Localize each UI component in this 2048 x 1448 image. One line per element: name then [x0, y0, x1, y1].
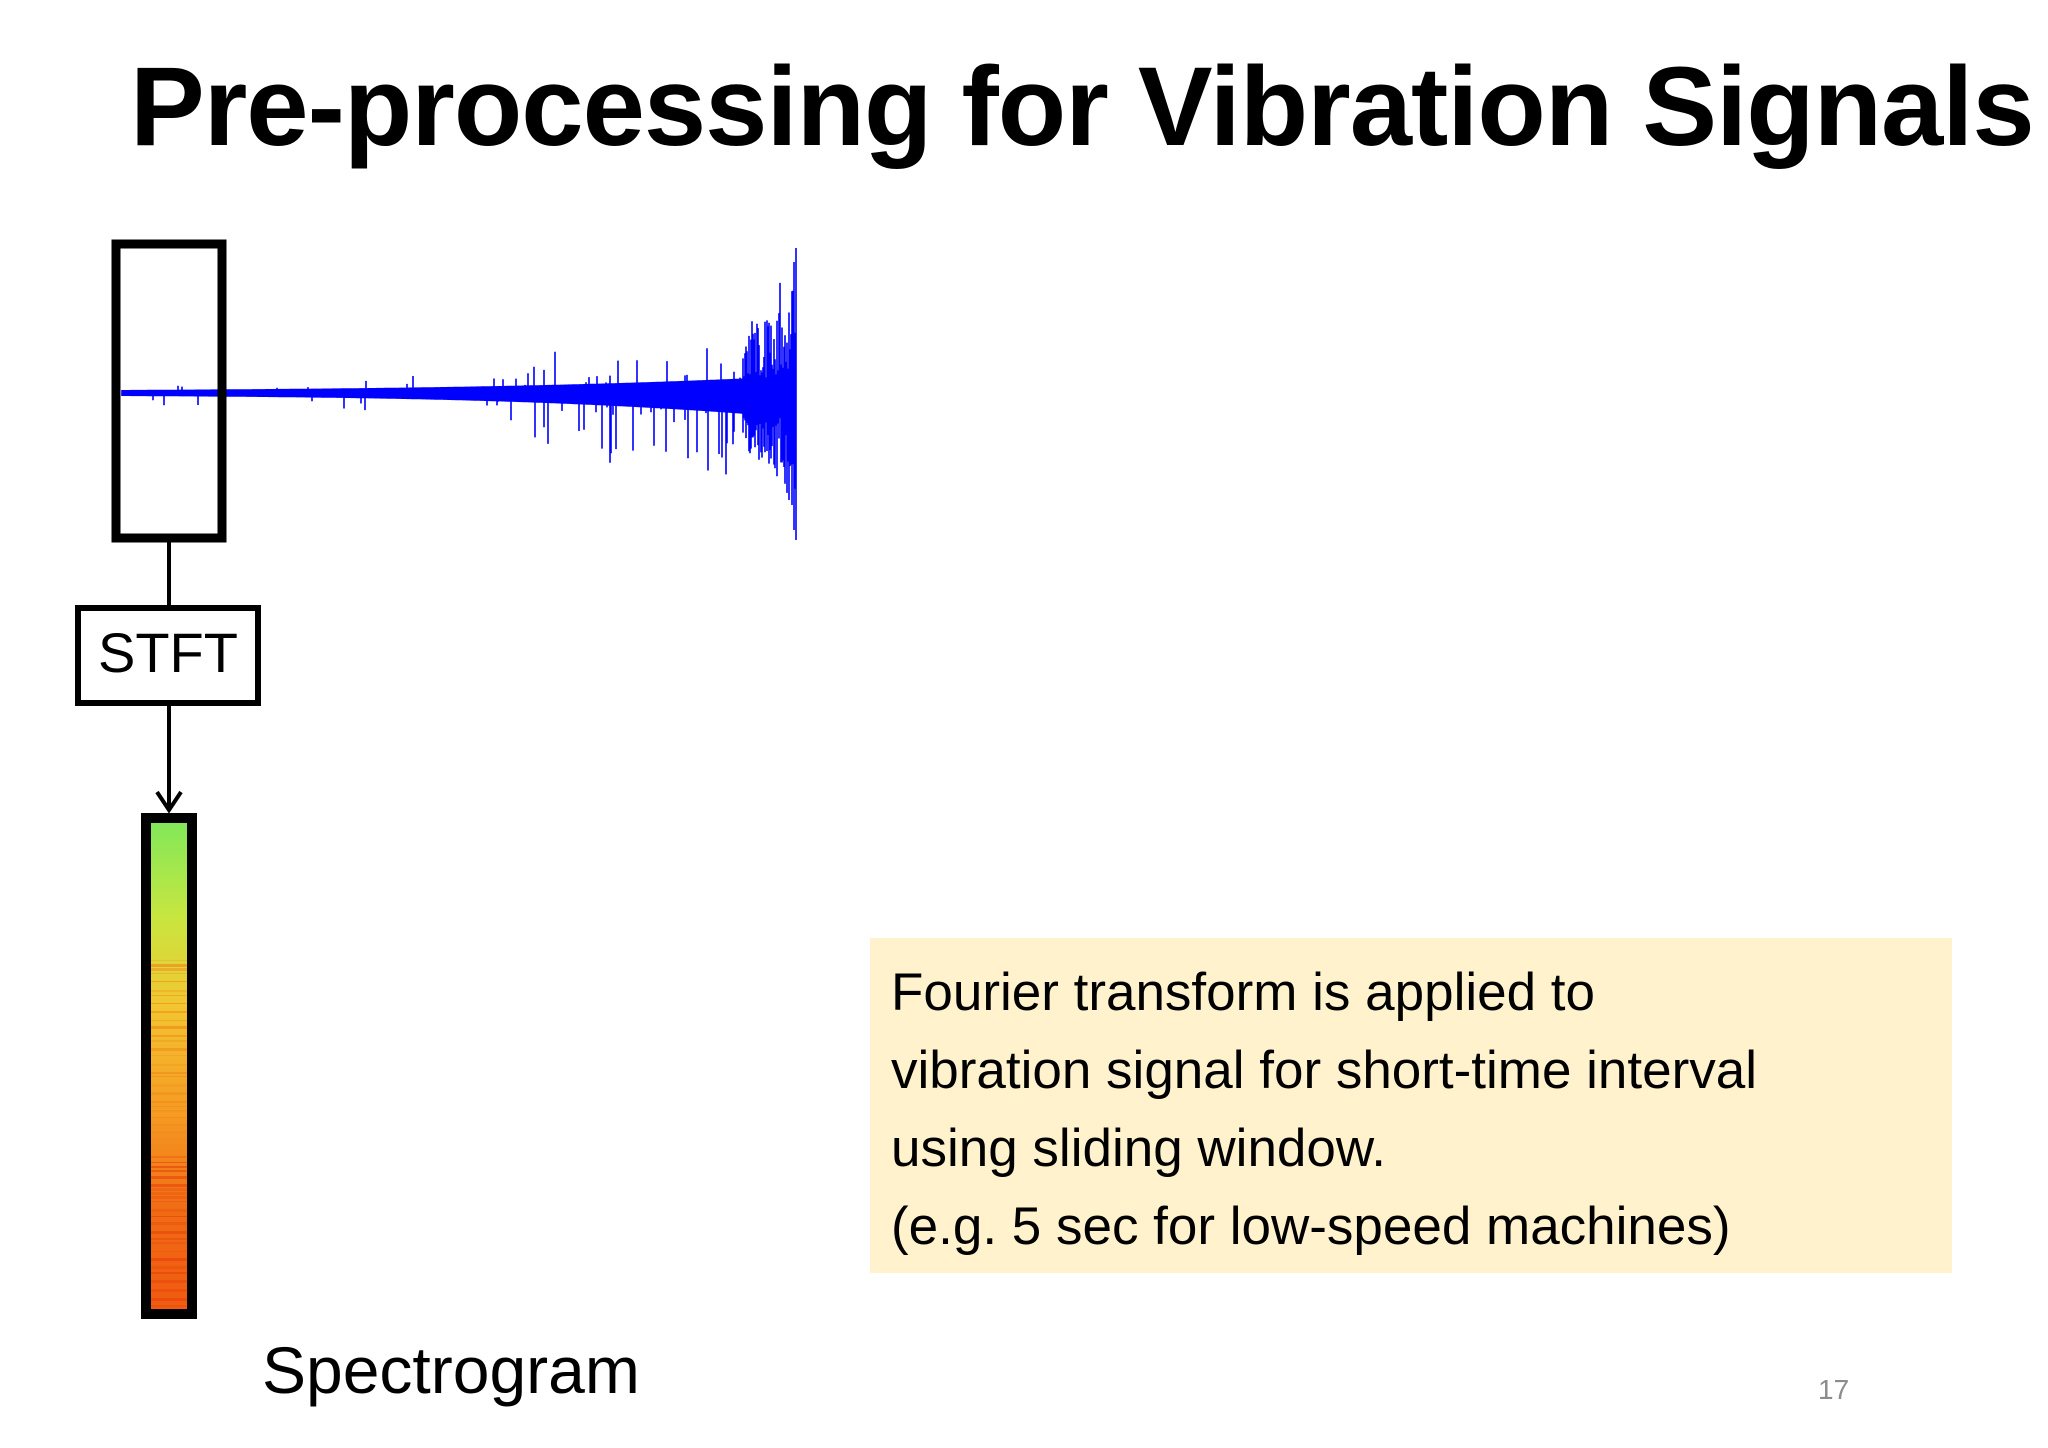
- spectrogram-band: [151, 1084, 187, 1087]
- spectrogram-band: [151, 1144, 187, 1147]
- spectrogram-band: [151, 1272, 187, 1274]
- spectrogram-band: [151, 1196, 187, 1199]
- explanation-line: vibration signal for short-time interval: [891, 1041, 1758, 1100]
- spectrogram-band: [151, 1188, 187, 1191]
- spectrogram-band: [151, 1092, 187, 1095]
- stft-label: STFT: [98, 621, 238, 684]
- spectrogram-band: [151, 1003, 187, 1004]
- spectrogram-band: [151, 1258, 187, 1261]
- spectrogram-band: [151, 995, 187, 996]
- spectrogram-band: [151, 1076, 187, 1077]
- spectrogram-band: [151, 1138, 187, 1141]
- spectrogram-band: [151, 968, 187, 971]
- explanation-line: using sliding window.: [891, 1119, 1386, 1178]
- spectrogram-band: [151, 960, 187, 961]
- spectrogram-texture: [151, 960, 187, 1307]
- spectrogram-band: [151, 1170, 187, 1172]
- spectrogram-band: [151, 1131, 187, 1134]
- spectrogram-band: [151, 1242, 187, 1244]
- spectrogram-band: [151, 1166, 187, 1168]
- spectrogram-band: [151, 1266, 187, 1269]
- spectrogram-band: [151, 1176, 187, 1179]
- page-number: 17: [1818, 1374, 1850, 1405]
- spectrogram-band: [151, 1026, 187, 1029]
- spectrogram-band: [151, 981, 187, 982]
- spectrogram-band: [151, 973, 187, 974]
- spectrogram-band: [151, 1238, 187, 1240]
- spectrogram-band: [151, 1280, 187, 1283]
- spectrogram-band: [151, 1162, 187, 1163]
- spectrogram-band: [151, 1117, 187, 1118]
- explanation-line: (e.g. 5 sec for low-speed machines): [891, 1197, 1731, 1256]
- spectrogram-band: [151, 1209, 187, 1212]
- arrow-down-icon: [155, 703, 183, 814]
- spectrogram-band: [151, 990, 187, 992]
- spectrogram-band: [151, 1289, 187, 1292]
- spectrogram-band: [151, 1305, 187, 1307]
- spectrogram-band: [151, 1124, 187, 1126]
- vibration-signal-waveform: [121, 248, 797, 540]
- spectrogram-band: [151, 1048, 187, 1051]
- spectrogram-band: [151, 1020, 187, 1021]
- spectrogram-band: [151, 1064, 187, 1066]
- spectrogram-band: [151, 1201, 187, 1202]
- spectrogram-band: [151, 1055, 187, 1056]
- explanation-line: Fourier transform is applied to: [891, 963, 1596, 1022]
- spectrogram-band: [151, 1149, 187, 1151]
- spectrogram-band: [151, 1298, 187, 1301]
- spectrogram-band: [151, 1184, 187, 1187]
- slide-title: Pre-processing for Vibration Signals: [130, 44, 2035, 169]
- spectrogram-band: [151, 1110, 187, 1112]
- spectrogram-band: [151, 1216, 187, 1217]
- spectrogram-band: [151, 1035, 187, 1037]
- spectrogram-label: Spectrogram: [262, 1333, 640, 1407]
- vibration-signal-trace: [121, 248, 797, 540]
- spectrogram-band: [151, 1040, 187, 1042]
- spectrogram-band: [151, 1231, 187, 1234]
- spectrogram-band: [151, 1222, 187, 1225]
- spectrogram-band: [151, 1156, 187, 1158]
- explanation-callout: Fourier transform is applied to vibratio…: [870, 938, 1952, 1273]
- spectrogram-band: [151, 1192, 187, 1195]
- spectrogram-band: [151, 1011, 187, 1013]
- spectrogram-band: [151, 1101, 187, 1103]
- spectrogram-band: [151, 1106, 187, 1107]
- spectrogram-band: [151, 1072, 187, 1074]
- spectrogram-band: [151, 964, 187, 967]
- spectrogram-band: [151, 1251, 187, 1252]
